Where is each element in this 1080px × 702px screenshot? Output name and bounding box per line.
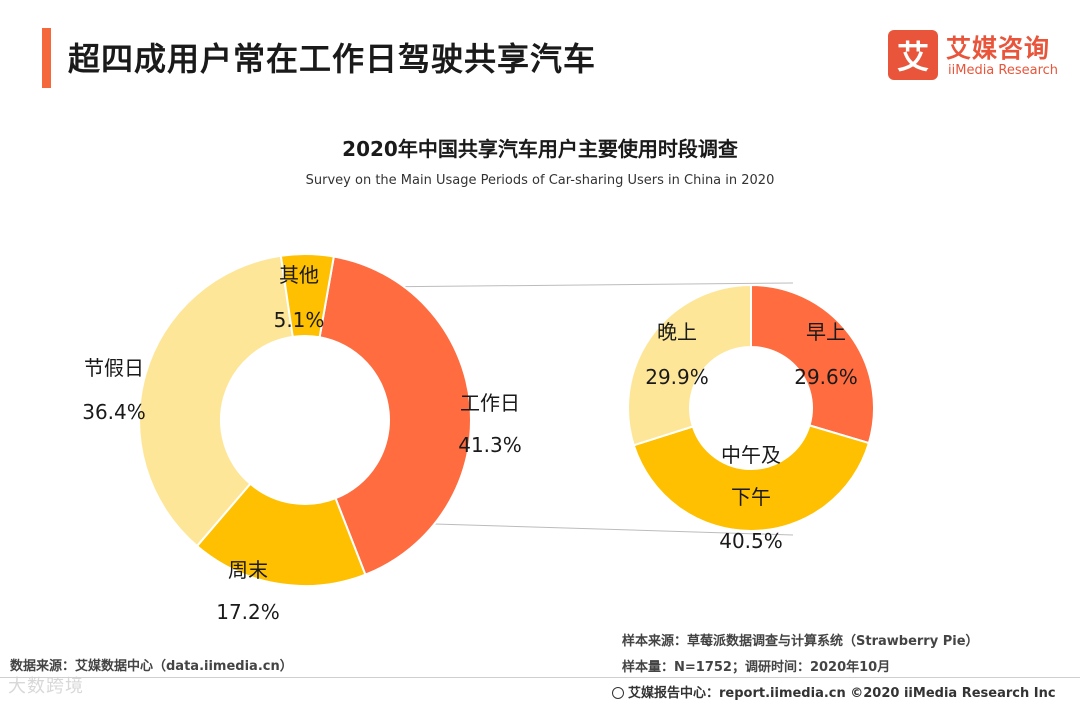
main-donut-slice-1 <box>195 482 367 587</box>
logo-icon: 艾 <box>888 30 938 80</box>
sub-donut-label-value-1: 40.5% <box>719 529 783 553</box>
sub-donut-label-name-1-1: 下午 <box>731 485 771 509</box>
page-title: 超四成用户常在工作日驾驶共享汽车 <box>68 40 597 78</box>
main-donut-label-value-3: 5.1% <box>274 308 325 332</box>
watermark-text: 大数跨境 <box>8 676 84 697</box>
sub-donut-slice-1 <box>632 424 871 532</box>
sample-source: 样本来源：草莓派数据调查与计算系统（Strawberry Pie） <box>622 634 979 649</box>
main-donut-slice-3 <box>279 253 335 339</box>
title-accent-bar <box>42 28 51 88</box>
main-donut-label-name-1: 周末 <box>228 558 268 582</box>
main-donut-label-value-1: 17.2% <box>216 600 280 624</box>
main-donut-slice-0 <box>318 255 472 576</box>
main-donut-slice-2 <box>138 254 294 548</box>
footer-credit: 艾媒报告中心：report.iimedia.cn ©2020 iiMedia R… <box>612 682 1056 701</box>
footer-text: 艾媒报告中心：report.iimedia.cn ©2020 iiMedia R… <box>628 686 1056 701</box>
sub-donut-label-name-0: 早上 <box>806 320 846 344</box>
sub-donut-slice-2 <box>627 283 752 447</box>
logo-name-en: iiMedia Research <box>948 63 1059 78</box>
sub-donut-label-name-2: 晚上 <box>657 320 697 344</box>
sample-size: 样本量：N=1752；调研时间：2020年10月 <box>622 660 891 675</box>
footer-divider <box>0 677 1080 678</box>
sub-donut-slice-0 <box>750 283 875 445</box>
brand-logo[interactable]: 艾 艾媒咨询 iiMedia Research <box>888 30 1063 82</box>
chart-title: 2020年中国共享汽车用户主要使用时段调查 <box>342 137 738 161</box>
chart-subtitle: Survey on the Main Usage Periods of Car-… <box>305 173 775 188</box>
main-donut-label-name-0: 工作日 <box>460 391 520 415</box>
connector-line-top <box>369 282 794 288</box>
connector-line-bottom <box>369 521 794 536</box>
main-donut-label-value-0: 41.3% <box>458 433 522 457</box>
sub-donut-label-name-1-0: 中午及 <box>721 443 781 467</box>
main-donut-label-name-2: 节假日 <box>84 356 144 380</box>
globe-icon <box>612 687 624 699</box>
sub-donut-label-value-2: 29.9% <box>645 365 709 389</box>
sub-donut-label-value-0: 29.6% <box>794 365 858 389</box>
main-donut-label-name-3: 其他 <box>279 263 319 287</box>
main-donut-label-value-2: 36.4% <box>82 400 146 424</box>
logo-name-cn: 艾媒咨询 <box>946 34 1051 63</box>
data-source: 数据来源：艾媒数据中心（data.iimedia.cn） <box>10 659 293 674</box>
